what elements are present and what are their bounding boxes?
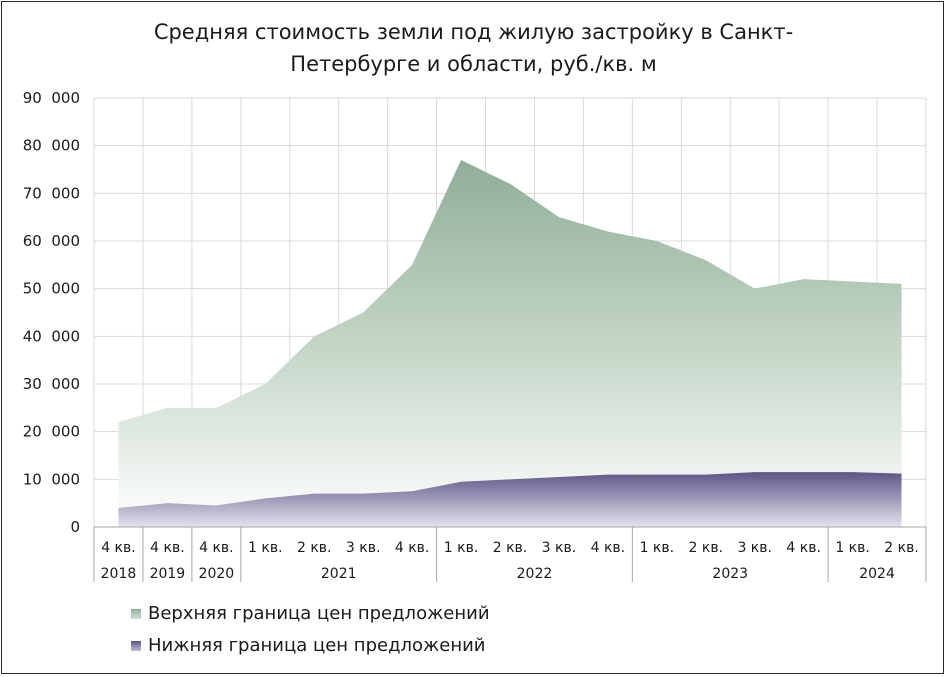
series-area-lower <box>118 472 902 527</box>
x-tick-year: 2023 <box>712 566 748 582</box>
y-tick-label: 0 <box>70 518 80 536</box>
x-tick-quarter: 2 кв. <box>689 540 724 556</box>
x-tick-quarter: 2 кв. <box>493 540 528 556</box>
y-tick-label: 50 000 <box>23 280 80 298</box>
legend-swatch-upper <box>131 609 141 619</box>
x-tick-quarter: 3 кв. <box>737 540 772 556</box>
x-tick-quarter: 2 кв. <box>884 540 919 556</box>
y-tick-label: 80 000 <box>23 137 80 155</box>
y-tick-label: 70 000 <box>23 184 80 202</box>
x-tick-year: 2018 <box>101 566 137 582</box>
x-tick-quarter: 4 кв. <box>395 540 430 556</box>
x-tick-year: 2019 <box>150 566 186 582</box>
y-tick-label: 90 000 <box>23 89 80 107</box>
y-axis-ticks: 0 10 000 20 000 30 000 40 000 50 000 60 000 70 … <box>23 89 80 536</box>
y-tick-label: 20 000 <box>23 423 80 441</box>
x-tick-year: 2022 <box>517 566 553 582</box>
x-tick-quarter: 4 кв. <box>101 540 136 556</box>
x-tick-quarter: 1 кв. <box>835 540 870 556</box>
y-tick-label: 60 000 <box>23 232 80 250</box>
x-tick-quarter: 1 кв. <box>444 540 479 556</box>
x-tick-quarter: 1 кв. <box>640 540 675 556</box>
series-area-upper <box>118 159 902 527</box>
chart-title-line-1: Средняя стоимость земли под жилую застро… <box>153 20 794 44</box>
x-tick-year: 2021 <box>321 566 357 582</box>
y-tick-label: 10 000 <box>23 470 80 488</box>
x-tick-quarter: 3 кв. <box>346 540 381 556</box>
x-tick-quarter: 4 кв. <box>150 540 185 556</box>
x-tick-quarter: 4 кв. <box>199 540 234 556</box>
axes <box>93 526 927 582</box>
legend-label-upper: Верхняя граница цен предложений <box>148 603 490 624</box>
x-tick-quarter: 3 кв. <box>542 540 577 556</box>
x-tick-quarter: 1 кв. <box>248 540 283 556</box>
legend-swatch-lower <box>131 641 141 651</box>
x-tick-year: 2024 <box>859 566 895 582</box>
y-tick-label: 40 000 <box>23 327 80 345</box>
series-areas <box>118 159 902 527</box>
x-tick-quarter: 4 кв. <box>591 540 626 556</box>
x-tick-quarter: 4 кв. <box>786 540 821 556</box>
x-axis-ticks: 4 кв. 4 кв. 4 кв. 1 кв. 2 кв. 3 кв. 4 кв. 1 кв.… <box>101 540 919 582</box>
chart-title: Средняя стоимость земли под жилую застро… <box>0 16 947 80</box>
x-tick-quarter: 2 кв. <box>297 540 332 556</box>
y-tick-label: 30 000 <box>23 375 80 393</box>
chart-title-line-2: Петербурге и области, руб./кв. м <box>290 52 657 76</box>
x-tick-year: 2020 <box>199 566 235 582</box>
legend-label-lower: Нижняя граница цен предложений <box>148 635 486 656</box>
